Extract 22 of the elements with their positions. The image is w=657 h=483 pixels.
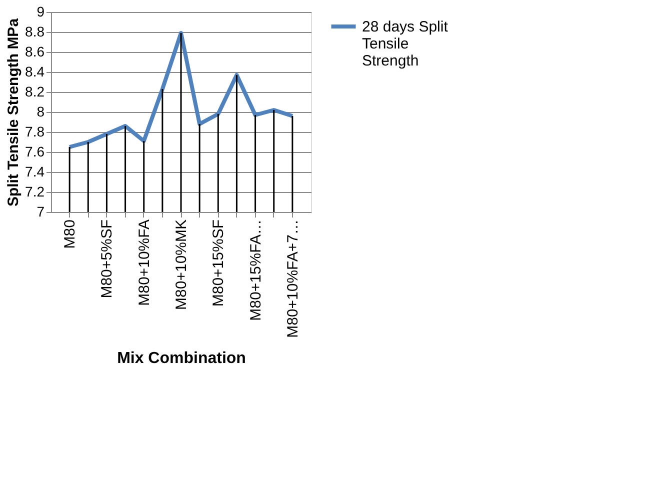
y-axis-title: Split Tensile Strength MPa [5, 18, 22, 207]
legend-label: 28 days Split Tensile Strength [362, 18, 449, 70]
y-tick-label: 7.4 [25, 164, 45, 180]
y-tick-label: 7 [36, 204, 45, 220]
y-tick-label: 8.6 [25, 44, 45, 60]
y-tick-label: 8.4 [25, 64, 45, 80]
x-tick-label: M80 [62, 220, 79, 249]
x-axis-title: Mix Combination [117, 350, 246, 367]
x-tick-label: M80+5%SF [98, 220, 116, 298]
y-tick-label: 7.2 [25, 184, 45, 200]
y-tick-label: 7.8 [25, 124, 45, 140]
x-tick-label: M80+10%MK [173, 220, 190, 310]
x-tick-label: M80+10%FA [136, 220, 153, 306]
x-tick-label: M80+15%FA… [247, 220, 264, 321]
y-tick-label: 7.6 [25, 144, 45, 160]
y-tick-label: 9 [36, 4, 45, 20]
x-tick-label: M80+15%SF [210, 220, 228, 307]
y-tick-label: 8 [36, 104, 45, 120]
line-series [68, 31, 294, 149]
y-tick-label: 8.2 [25, 84, 45, 100]
x-tick-label: M80+10%FA+7… [284, 220, 302, 338]
y-tick-label: 8.8 [25, 24, 45, 40]
